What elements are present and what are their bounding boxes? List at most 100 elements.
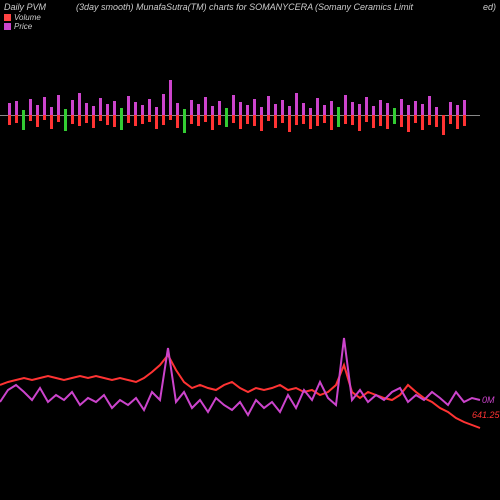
bar-up	[197, 104, 200, 115]
bar-up	[57, 95, 60, 115]
bar-up	[239, 102, 242, 115]
title-right-end: ed)	[483, 2, 496, 12]
bar-up	[218, 101, 221, 115]
bar-up	[246, 105, 249, 115]
bar-up	[36, 105, 39, 115]
chart-header: Daily PVM (3day smooth) MunafaSutra(TM) …	[0, 0, 500, 33]
bar-down	[365, 115, 368, 122]
bar-down	[148, 115, 151, 122]
bar-down	[204, 115, 207, 122]
bar-up	[127, 96, 130, 115]
bar-down	[253, 115, 256, 126]
bar-down	[190, 115, 193, 124]
bar-up	[372, 106, 375, 115]
title-right: (Somany Ceramics Limit	[315, 2, 413, 12]
bar-down	[330, 115, 333, 130]
bar-down	[323, 115, 326, 123]
bar-down	[113, 115, 116, 127]
bar-down	[8, 115, 11, 125]
bar-up	[148, 99, 151, 115]
bar-up	[260, 107, 263, 115]
bar-up	[141, 105, 144, 115]
bar-up	[267, 96, 270, 115]
bar-down	[155, 115, 158, 129]
bar-down	[421, 115, 424, 130]
bar-up	[316, 98, 319, 115]
bar-down	[134, 115, 137, 126]
volume-axis-label: 0M	[482, 395, 495, 405]
bar-down	[127, 115, 130, 123]
bar-down	[414, 115, 417, 123]
bar-down	[71, 115, 74, 124]
bar-down	[162, 115, 165, 125]
bar-up	[8, 103, 11, 115]
bar-up	[176, 103, 179, 115]
bar-down	[15, 115, 18, 123]
bar-down	[120, 115, 123, 130]
bar-up	[253, 99, 256, 115]
bar-down	[260, 115, 263, 131]
bar-chart-area	[0, 55, 480, 175]
bar-up	[43, 97, 46, 115]
bar-down	[246, 115, 249, 124]
bar-up	[78, 93, 81, 115]
bar-down	[309, 115, 312, 129]
bar-down	[92, 115, 95, 128]
bar-up	[358, 104, 361, 115]
bar-up	[134, 102, 137, 115]
bar-down	[176, 115, 179, 128]
bar-down	[337, 115, 340, 127]
bar-down	[295, 115, 298, 125]
bar-up	[162, 94, 165, 115]
bar-down	[64, 115, 67, 131]
bar-down	[386, 115, 389, 129]
bar-up	[463, 100, 466, 115]
bar-down	[141, 115, 144, 124]
bar-down	[400, 115, 403, 127]
bar-down	[428, 115, 431, 125]
bar-down	[351, 115, 354, 125]
bar-down	[281, 115, 284, 123]
bar-up	[456, 105, 459, 115]
bar-up	[344, 95, 347, 115]
bar-up	[295, 93, 298, 115]
bar-up	[225, 108, 228, 115]
bar-up	[428, 96, 431, 115]
bar-down	[218, 115, 221, 125]
bar-up	[15, 101, 18, 115]
bar-down	[36, 115, 39, 127]
bar-down	[288, 115, 291, 132]
volume-line	[0, 338, 480, 415]
bar-up	[155, 107, 158, 115]
bar-up	[29, 99, 32, 115]
bar-up	[323, 105, 326, 115]
bar-down	[393, 115, 396, 124]
bar-down	[57, 115, 60, 122]
bar-up	[274, 104, 277, 115]
bar-up	[106, 104, 109, 115]
bar-up	[337, 107, 340, 115]
bar-down	[379, 115, 382, 126]
bar-up	[190, 100, 193, 115]
bar-down	[302, 115, 305, 124]
bar-down	[225, 115, 228, 127]
bar-down	[29, 115, 32, 121]
bar-down	[442, 115, 445, 135]
bar-up	[211, 106, 214, 115]
bar-up	[92, 106, 95, 115]
bar-up	[414, 101, 417, 115]
bar-up	[386, 103, 389, 115]
legend-volume: Volume	[4, 13, 313, 22]
bar-down	[407, 115, 410, 132]
bar-down	[344, 115, 347, 124]
bar-down	[435, 115, 438, 127]
bar-up	[407, 105, 410, 115]
price-axis-label: 641.25	[472, 410, 500, 420]
bar-up	[232, 95, 235, 115]
line-svg	[0, 330, 500, 460]
bar-down	[267, 115, 270, 121]
bar-down	[463, 115, 466, 126]
bar-down	[43, 115, 46, 120]
legend-price: Price	[4, 22, 313, 31]
bar-up	[351, 102, 354, 115]
